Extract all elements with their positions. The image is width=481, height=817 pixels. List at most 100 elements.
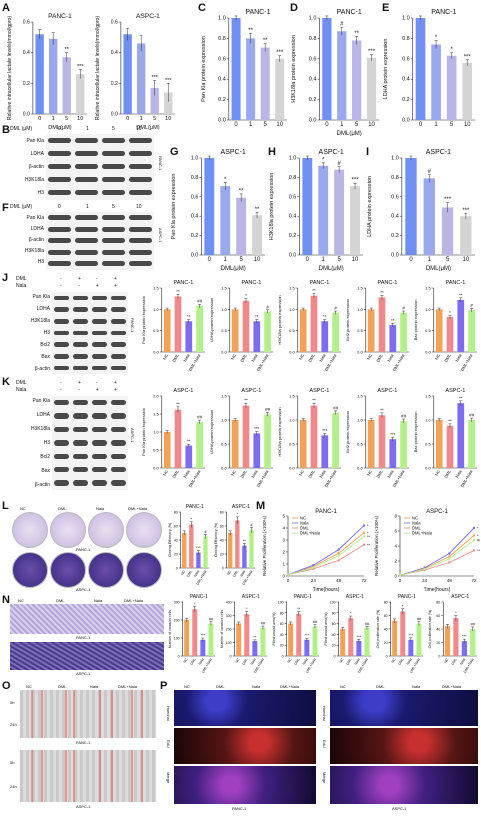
blot-band bbox=[48, 163, 71, 170]
y-axis-label: H3K18la protein expression bbox=[277, 407, 282, 456]
x-tick-label: NC bbox=[162, 353, 169, 361]
bar bbox=[322, 18, 332, 120]
chart-title: ASPC-1 bbox=[319, 149, 344, 156]
significance-label: * bbox=[455, 610, 457, 615]
significance-label: ## bbox=[401, 414, 407, 419]
significance-label: *** bbox=[276, 50, 284, 56]
significance-label: ** bbox=[367, 534, 370, 539]
y-axis-label: Relative intracellular lactate levels(mm… bbox=[7, 16, 13, 120]
blot-b-dose-0: 0 bbox=[58, 126, 61, 132]
y-tick-label: 0.4 bbox=[402, 77, 410, 83]
y-tick-label: 80 bbox=[220, 511, 224, 515]
blot-band bbox=[48, 238, 71, 244]
significance-label: ** bbox=[312, 288, 316, 293]
blot-k-cond-1-mark-3: + bbox=[114, 387, 117, 393]
bar bbox=[253, 321, 261, 352]
blot-j-side: PANC-1 bbox=[130, 318, 135, 333]
x-tick-label: 10 bbox=[254, 257, 261, 263]
p2-row-edu: EdU bbox=[322, 740, 327, 748]
significance-label: # bbox=[334, 306, 337, 311]
chart-title: PANC-1 bbox=[241, 280, 261, 286]
x-tick-label: NC bbox=[366, 353, 373, 361]
significance-label: ** bbox=[239, 188, 244, 194]
blot-band bbox=[75, 176, 98, 183]
significance-label: * bbox=[477, 533, 479, 538]
bar bbox=[435, 420, 443, 468]
bar bbox=[378, 297, 386, 352]
y-tick-label: 2 bbox=[394, 559, 397, 564]
y-tick-label: 1.5 bbox=[153, 412, 159, 417]
plate-label-dml: DML bbox=[58, 506, 67, 511]
x-tick-label: 5 bbox=[355, 122, 359, 128]
chart-title: PANC-1 bbox=[186, 504, 204, 510]
blot-band bbox=[111, 307, 126, 312]
p2-row-merge: Merge bbox=[322, 772, 327, 784]
x-tick-label: 5 bbox=[264, 122, 268, 128]
significance-label: ** bbox=[459, 292, 463, 297]
y-tick-label: 400 bbox=[226, 601, 232, 605]
y-tick-label: 1 bbox=[282, 562, 285, 567]
bar bbox=[367, 309, 375, 352]
blot-j-cond-0: DML bbox=[16, 276, 27, 282]
x-tick-label: DML+Nala bbox=[253, 657, 265, 673]
significance-label: * bbox=[322, 157, 325, 163]
x-tick-label: 0 bbox=[419, 122, 423, 128]
y-tick-label: 0.6 bbox=[191, 194, 199, 200]
y-tick-label: 0 bbox=[394, 574, 397, 579]
x-axis-label: Time(hours) bbox=[424, 587, 451, 592]
blot-band bbox=[129, 249, 152, 255]
blot-k-cond-1-mark-1: - bbox=[78, 387, 80, 393]
bar bbox=[253, 433, 261, 468]
significance-label: *** bbox=[151, 75, 158, 81]
blot-band bbox=[102, 176, 125, 183]
blot-band bbox=[54, 440, 69, 446]
y-tick-label: 0.0 bbox=[221, 466, 227, 471]
y-tick-label: 20 bbox=[332, 644, 336, 648]
bar bbox=[389, 439, 397, 468]
plate-panc1-nala bbox=[88, 512, 124, 548]
blot-k: DML Nala - + - + - - + + Pan Kla LDHA H3… bbox=[10, 380, 138, 492]
y-tick-label: 1.5 bbox=[357, 394, 363, 399]
y-axis-label: Filled wound area(%) bbox=[324, 612, 328, 645]
y-axis-label: Relative Proliferation (×100%) bbox=[262, 516, 267, 576]
y-tick-label: 1.5 bbox=[289, 286, 295, 291]
blot-f-image bbox=[46, 212, 154, 270]
n-col-dmlnala: DML+Nala bbox=[124, 598, 144, 603]
bar bbox=[337, 31, 347, 120]
blot-band bbox=[92, 354, 107, 359]
o-cell-panc1: PANC-1 bbox=[76, 740, 91, 745]
y-tick-label: 0 bbox=[282, 655, 284, 659]
bar bbox=[228, 533, 233, 568]
bar bbox=[185, 445, 193, 468]
significance-label: ** bbox=[380, 290, 384, 295]
blot-band bbox=[102, 249, 125, 255]
x-tick-label: 1 bbox=[340, 122, 344, 128]
bar bbox=[405, 158, 417, 255]
significance-label: ** bbox=[354, 31, 359, 37]
blot-k-cond-0-mark-0: - bbox=[60, 380, 62, 386]
bar bbox=[340, 629, 346, 656]
x-tick-label: Nala bbox=[302, 657, 309, 665]
blot-band bbox=[48, 189, 71, 196]
blot-j-row-5: Bax bbox=[41, 354, 50, 360]
significance-label: ** bbox=[323, 314, 327, 319]
y-tick-label: 40 bbox=[220, 539, 224, 543]
bar bbox=[302, 158, 313, 255]
blot-j-cond-0-mark-2: - bbox=[96, 276, 98, 282]
blot-f: DML (μM) 0 1 5 10 Pan Kla LDHA β-actin H… bbox=[10, 204, 168, 272]
series-line bbox=[399, 539, 475, 576]
x-tick-label: 0 bbox=[38, 116, 41, 122]
chart-title: ASPC-1 bbox=[242, 594, 260, 600]
bar bbox=[204, 158, 215, 255]
y-tick-label: 0.6 bbox=[289, 194, 297, 200]
blot-band bbox=[129, 226, 152, 232]
chart-title: ASPC-1 bbox=[232, 504, 250, 510]
legend-label: Nala bbox=[300, 521, 309, 526]
significance-label: * bbox=[449, 310, 451, 315]
blot-band bbox=[73, 413, 88, 419]
y-axis-label: H3K18la protein expression bbox=[269, 173, 275, 241]
blot-band bbox=[111, 295, 126, 301]
blot-band bbox=[75, 189, 98, 196]
blot-f-side: ASPC-1 bbox=[158, 228, 163, 243]
blot-b-row-1: LDHA bbox=[30, 151, 44, 157]
